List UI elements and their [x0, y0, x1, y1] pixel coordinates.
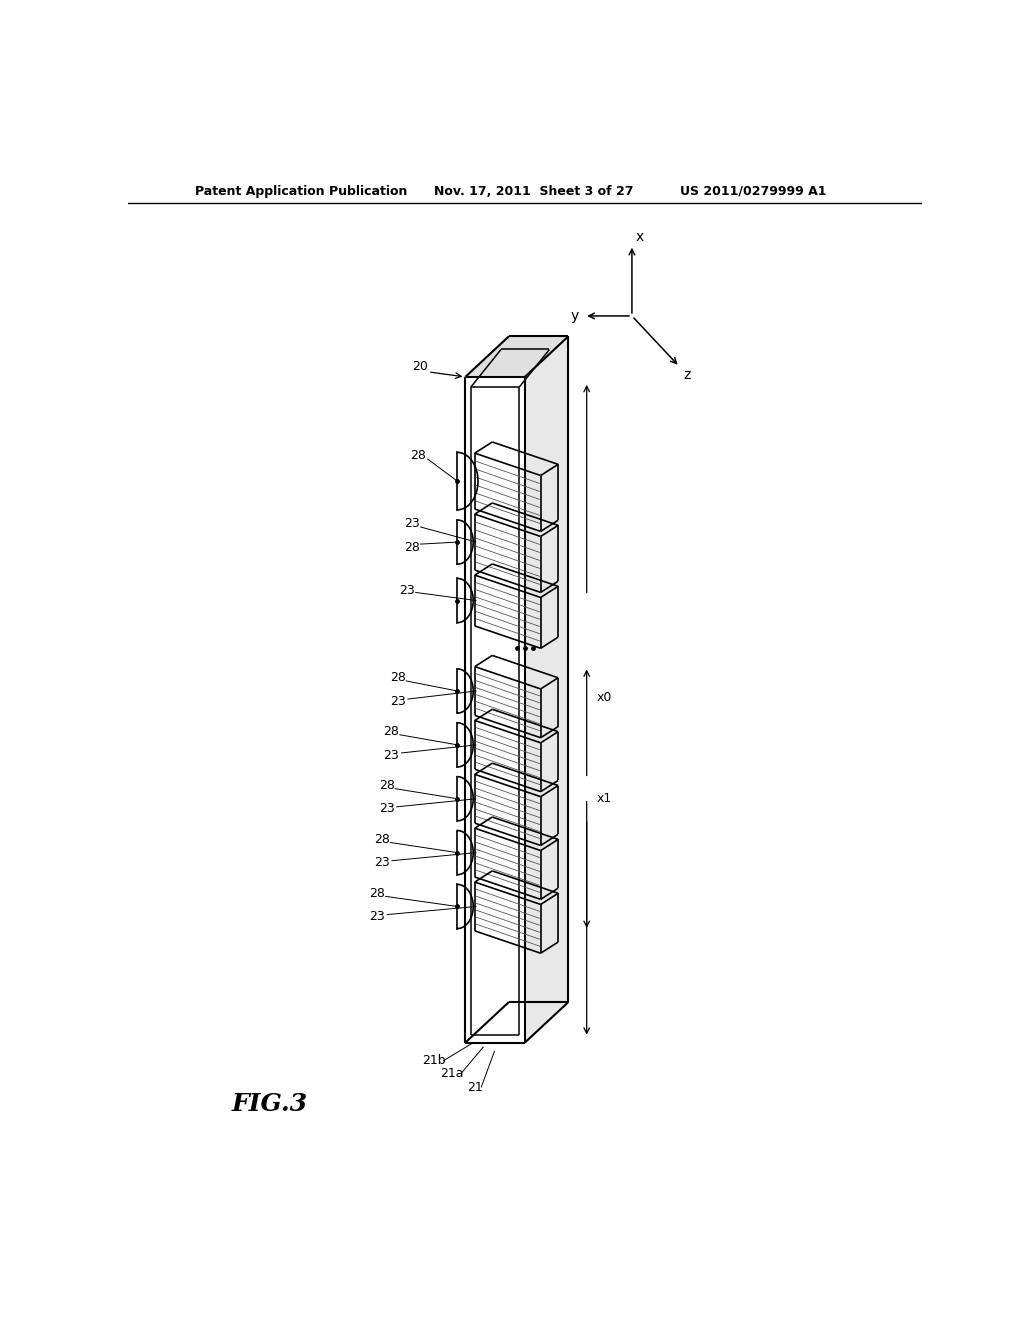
Text: 23: 23 — [399, 583, 415, 597]
Text: 28: 28 — [374, 833, 390, 846]
Text: Patent Application Publication: Patent Application Publication — [196, 185, 408, 198]
Text: FIG.3: FIG.3 — [231, 1092, 307, 1115]
Text: 23: 23 — [374, 857, 390, 870]
Text: 21b: 21b — [422, 1055, 445, 1068]
Text: 23: 23 — [370, 909, 385, 923]
Text: y: y — [570, 309, 579, 323]
Text: 28: 28 — [390, 672, 406, 684]
Text: 21: 21 — [467, 1081, 482, 1094]
Text: 28: 28 — [370, 887, 385, 900]
Text: 28: 28 — [384, 725, 399, 738]
Polygon shape — [465, 337, 568, 378]
Text: US 2011/0279999 A1: US 2011/0279999 A1 — [680, 185, 826, 198]
Text: 23: 23 — [379, 803, 394, 816]
Text: z: z — [684, 368, 691, 381]
Text: 23: 23 — [384, 748, 399, 762]
Text: x0: x0 — [596, 690, 611, 704]
Text: 28: 28 — [404, 541, 420, 553]
Text: x1: x1 — [596, 792, 611, 805]
Polygon shape — [524, 337, 568, 1043]
Text: 20: 20 — [412, 360, 428, 374]
Text: Nov. 17, 2011  Sheet 3 of 27: Nov. 17, 2011 Sheet 3 of 27 — [433, 185, 633, 198]
Text: 23: 23 — [404, 517, 420, 531]
Text: 28: 28 — [410, 449, 426, 462]
Text: 23: 23 — [390, 694, 406, 708]
Text: 21a: 21a — [440, 1067, 464, 1080]
Text: x: x — [636, 230, 644, 244]
Text: 28: 28 — [379, 779, 394, 792]
